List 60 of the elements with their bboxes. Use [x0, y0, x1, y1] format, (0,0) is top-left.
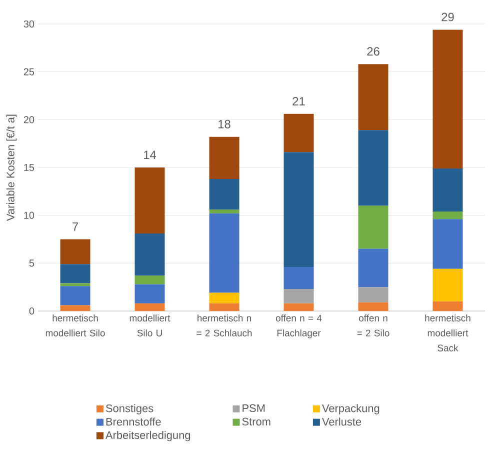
legend-label: Sonstiges	[106, 404, 154, 414]
bar	[209, 210, 240, 214]
total-label: 26	[367, 47, 380, 56]
bar	[209, 303, 240, 311]
bar	[60, 264, 90, 284]
x-tick-label: offen n = 2 Silo	[357, 314, 390, 336]
x-tick-label: modelliert Silo U	[130, 314, 170, 336]
bar	[134, 303, 165, 311]
y-tick-label: 0	[29, 307, 34, 315]
bar	[432, 211, 463, 220]
bar	[134, 233, 165, 276]
legend-label: Verluste	[322, 418, 362, 426]
total-label: 29	[442, 12, 454, 22]
y-tick-label: 30	[24, 20, 34, 28]
bar	[60, 286, 90, 306]
bar	[134, 284, 165, 304]
bar	[60, 239, 90, 264]
bar	[358, 206, 388, 249]
bar	[358, 130, 388, 206]
y-tick-label: 10	[24, 212, 34, 219]
x-tick-label: hermetisch modelliert Silo	[46, 314, 105, 336]
y-tick-label: 20	[24, 116, 34, 124]
bar	[209, 213, 240, 293]
y-tick-label: 25	[24, 68, 34, 76]
bar	[284, 114, 314, 152]
bar	[284, 303, 314, 311]
bar	[432, 30, 463, 168]
bar	[134, 167, 165, 234]
legend-label: Arbeitserledigung	[105, 430, 190, 442]
y-tick-label: 15	[24, 164, 34, 171]
total-label: 18	[218, 120, 230, 128]
bar	[134, 276, 165, 284]
total-label: 21	[292, 97, 305, 106]
total-label: 14	[144, 150, 156, 159]
bar	[60, 305, 90, 311]
bar	[284, 288, 314, 304]
bar	[284, 266, 314, 289]
bar	[284, 152, 314, 267]
bar	[209, 178, 240, 210]
bar	[432, 168, 463, 212]
bar	[432, 301, 463, 311]
bar	[432, 219, 463, 269]
bar	[432, 268, 463, 302]
y-tick-label: 5	[29, 260, 34, 267]
legend-label: Strom	[242, 418, 270, 426]
total-label: 7	[72, 222, 78, 231]
x-tick-label: offen n = 4 Flachlager	[276, 314, 322, 338]
legend-label: Brennstoffe	[106, 418, 161, 426]
bar	[358, 287, 388, 302]
y-axis-title: Variable Kosten [€/t a]	[6, 114, 17, 221]
bar	[358, 64, 388, 130]
bar	[60, 283, 90, 286]
legend-label: Verpackung	[322, 404, 380, 414]
x-tick-label: hermetisch n = 2 Schlauch	[196, 314, 252, 336]
x-tick-label: hermetisch modelliert Sack	[425, 314, 470, 352]
bar	[209, 292, 240, 304]
legend-label: PSM	[242, 404, 265, 412]
bar	[358, 248, 388, 288]
bar	[209, 136, 240, 179]
bar	[358, 302, 388, 311]
